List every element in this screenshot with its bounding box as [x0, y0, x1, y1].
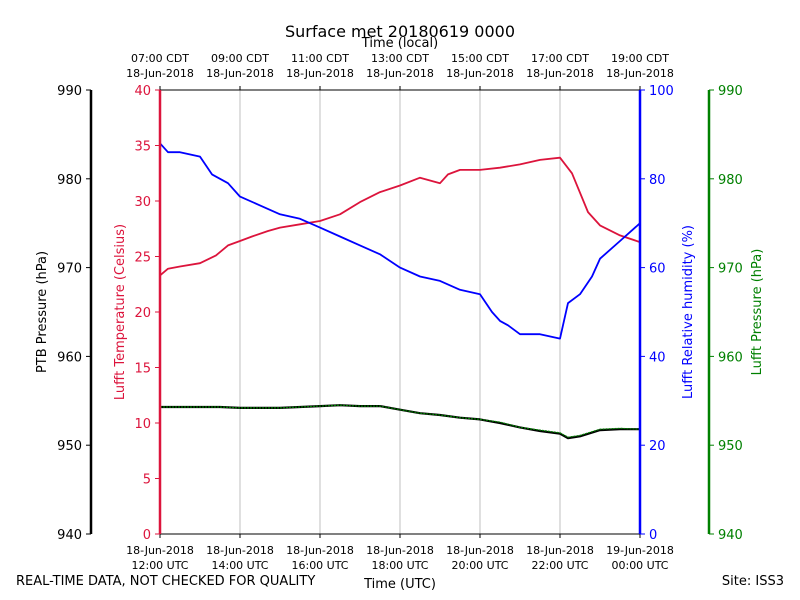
top-x-tick-label: 13:00 CDT — [371, 52, 429, 65]
y-tick-label-temperature: 0 — [143, 528, 151, 543]
top-x-tick-label: 18-Jun-2018 — [206, 67, 274, 80]
top-x-tick-label: 09:00 CDT — [211, 52, 269, 65]
x-tick-label: 18-Jun-2018 — [206, 544, 274, 557]
y-tick-label-ptb-pressure: 960 — [57, 350, 82, 365]
y-tick-label-temperature: 5 — [143, 473, 151, 488]
series-line-lufft-pressure — [160, 404, 641, 438]
y-tick-label-ptb-pressure: 980 — [57, 173, 82, 188]
y-tick-label-humidity: 0 — [649, 528, 657, 543]
x-tick-label: 18-Jun-2018 — [526, 544, 594, 557]
y-axis-label-humidity: Lufft Relative humidity (%) — [681, 225, 696, 399]
top-x-tick-label: 19:00 CDT — [611, 52, 669, 65]
y-tick-label-lufft-pressure: 980 — [718, 173, 743, 188]
y-tick-label-humidity: 40 — [649, 350, 666, 365]
y-tick-label-temperature: 20 — [134, 306, 151, 321]
top-x-tick-label: 07:00 CDT — [131, 52, 189, 65]
y-tick-label-ptb-pressure: 970 — [57, 262, 82, 277]
top-x-tick-label: 18-Jun-2018 — [526, 67, 594, 80]
y-tick-label-humidity: 80 — [649, 173, 666, 188]
quality-disclaimer: REAL-TIME DATA, NOT CHECKED FOR QUALITY — [16, 574, 316, 589]
series-line-lufft-temperature — [159, 156, 641, 277]
y-tick-label-lufft-pressure: 970 — [718, 262, 743, 277]
x-tick-label: 19-Jun-2018 — [606, 544, 674, 557]
y-tick-label-lufft-pressure: 960 — [718, 350, 743, 365]
top-x-tick-label: 18-Jun-2018 — [606, 67, 674, 80]
x-tick-label: 18:00 UTC — [371, 559, 428, 572]
top-x-tick-label: 18-Jun-2018 — [286, 67, 354, 80]
x-tick-label: 12:00 UTC — [131, 559, 188, 572]
y-axis-label-temperature: Lufft Temperature (Celsius) — [113, 224, 128, 400]
x-tick-label: 18-Jun-2018 — [126, 544, 194, 557]
top-x-tick-label: 11:00 CDT — [291, 52, 349, 65]
x-tick-label: 18-Jun-2018 — [366, 544, 434, 557]
y-tick-label-temperature: 10 — [134, 417, 151, 432]
y-tick-label-lufft-pressure: 990 — [718, 84, 743, 99]
grid — [239, 90, 561, 534]
x-tick-label: 18-Jun-2018 — [446, 544, 514, 557]
y-tick-label-temperature: 30 — [134, 195, 151, 210]
series-line-lufft-relative-humidity — [159, 142, 641, 340]
chart-title: Surface met 20180619 0000 — [285, 22, 515, 41]
top-axis-label: Time (local) — [361, 36, 438, 51]
y-tick-label-lufft-pressure: 940 — [718, 528, 743, 543]
y-tick-label-humidity: 100 — [649, 84, 674, 99]
y-tick-label-ptb-pressure: 950 — [57, 439, 82, 454]
y-tick-label-temperature: 25 — [134, 251, 151, 266]
axes-layer: 18-Jun-2018 12:00 UTC 18-Jun-2018 14:00 UTC… — [35, 52, 765, 572]
y-axis-label-ptb-pressure: PTB Pressure (hPa) — [35, 251, 50, 373]
x-tick-label: 18-Jun-2018 — [286, 544, 354, 557]
top-x-tick-label: 18-Jun-2018 — [126, 67, 194, 80]
top-x-tick-label: 18-Jun-2018 — [446, 67, 514, 80]
series-layer — [159, 142, 641, 440]
top-x-tick-label: 17:00 CDT — [531, 52, 589, 65]
y-tick-label-temperature: 15 — [134, 362, 151, 377]
y-tick-label-humidity: 20 — [649, 439, 666, 454]
top-x-tick-label: 15:00 CDT — [451, 52, 509, 65]
y-tick-label-humidity: 60 — [649, 262, 666, 277]
y-tick-label-ptb-pressure: 940 — [57, 528, 82, 543]
y-tick-label-ptb-pressure: 990 — [57, 84, 82, 99]
x-tick-label: 22:00 UTC — [531, 559, 588, 572]
y-tick-label-temperature: 40 — [134, 84, 151, 99]
y-tick-label-lufft-pressure: 950 — [718, 439, 743, 454]
x-tick-label: 20:00 UTC — [451, 559, 508, 572]
top-x-tick-label: 18-Jun-2018 — [366, 67, 434, 80]
x-axis-label: Time (UTC) — [363, 577, 436, 592]
x-tick-label: 00:00 UTC — [611, 559, 668, 572]
site-label: Site: ISS3 — [721, 574, 784, 589]
y-axis-label-lufft-pressure: Lufft Pressure (hPa) — [750, 249, 765, 376]
y-tick-label-temperature: 35 — [134, 140, 151, 155]
x-tick-label: 16:00 UTC — [291, 559, 348, 572]
x-tick-label: 14:00 UTC — [211, 559, 268, 572]
